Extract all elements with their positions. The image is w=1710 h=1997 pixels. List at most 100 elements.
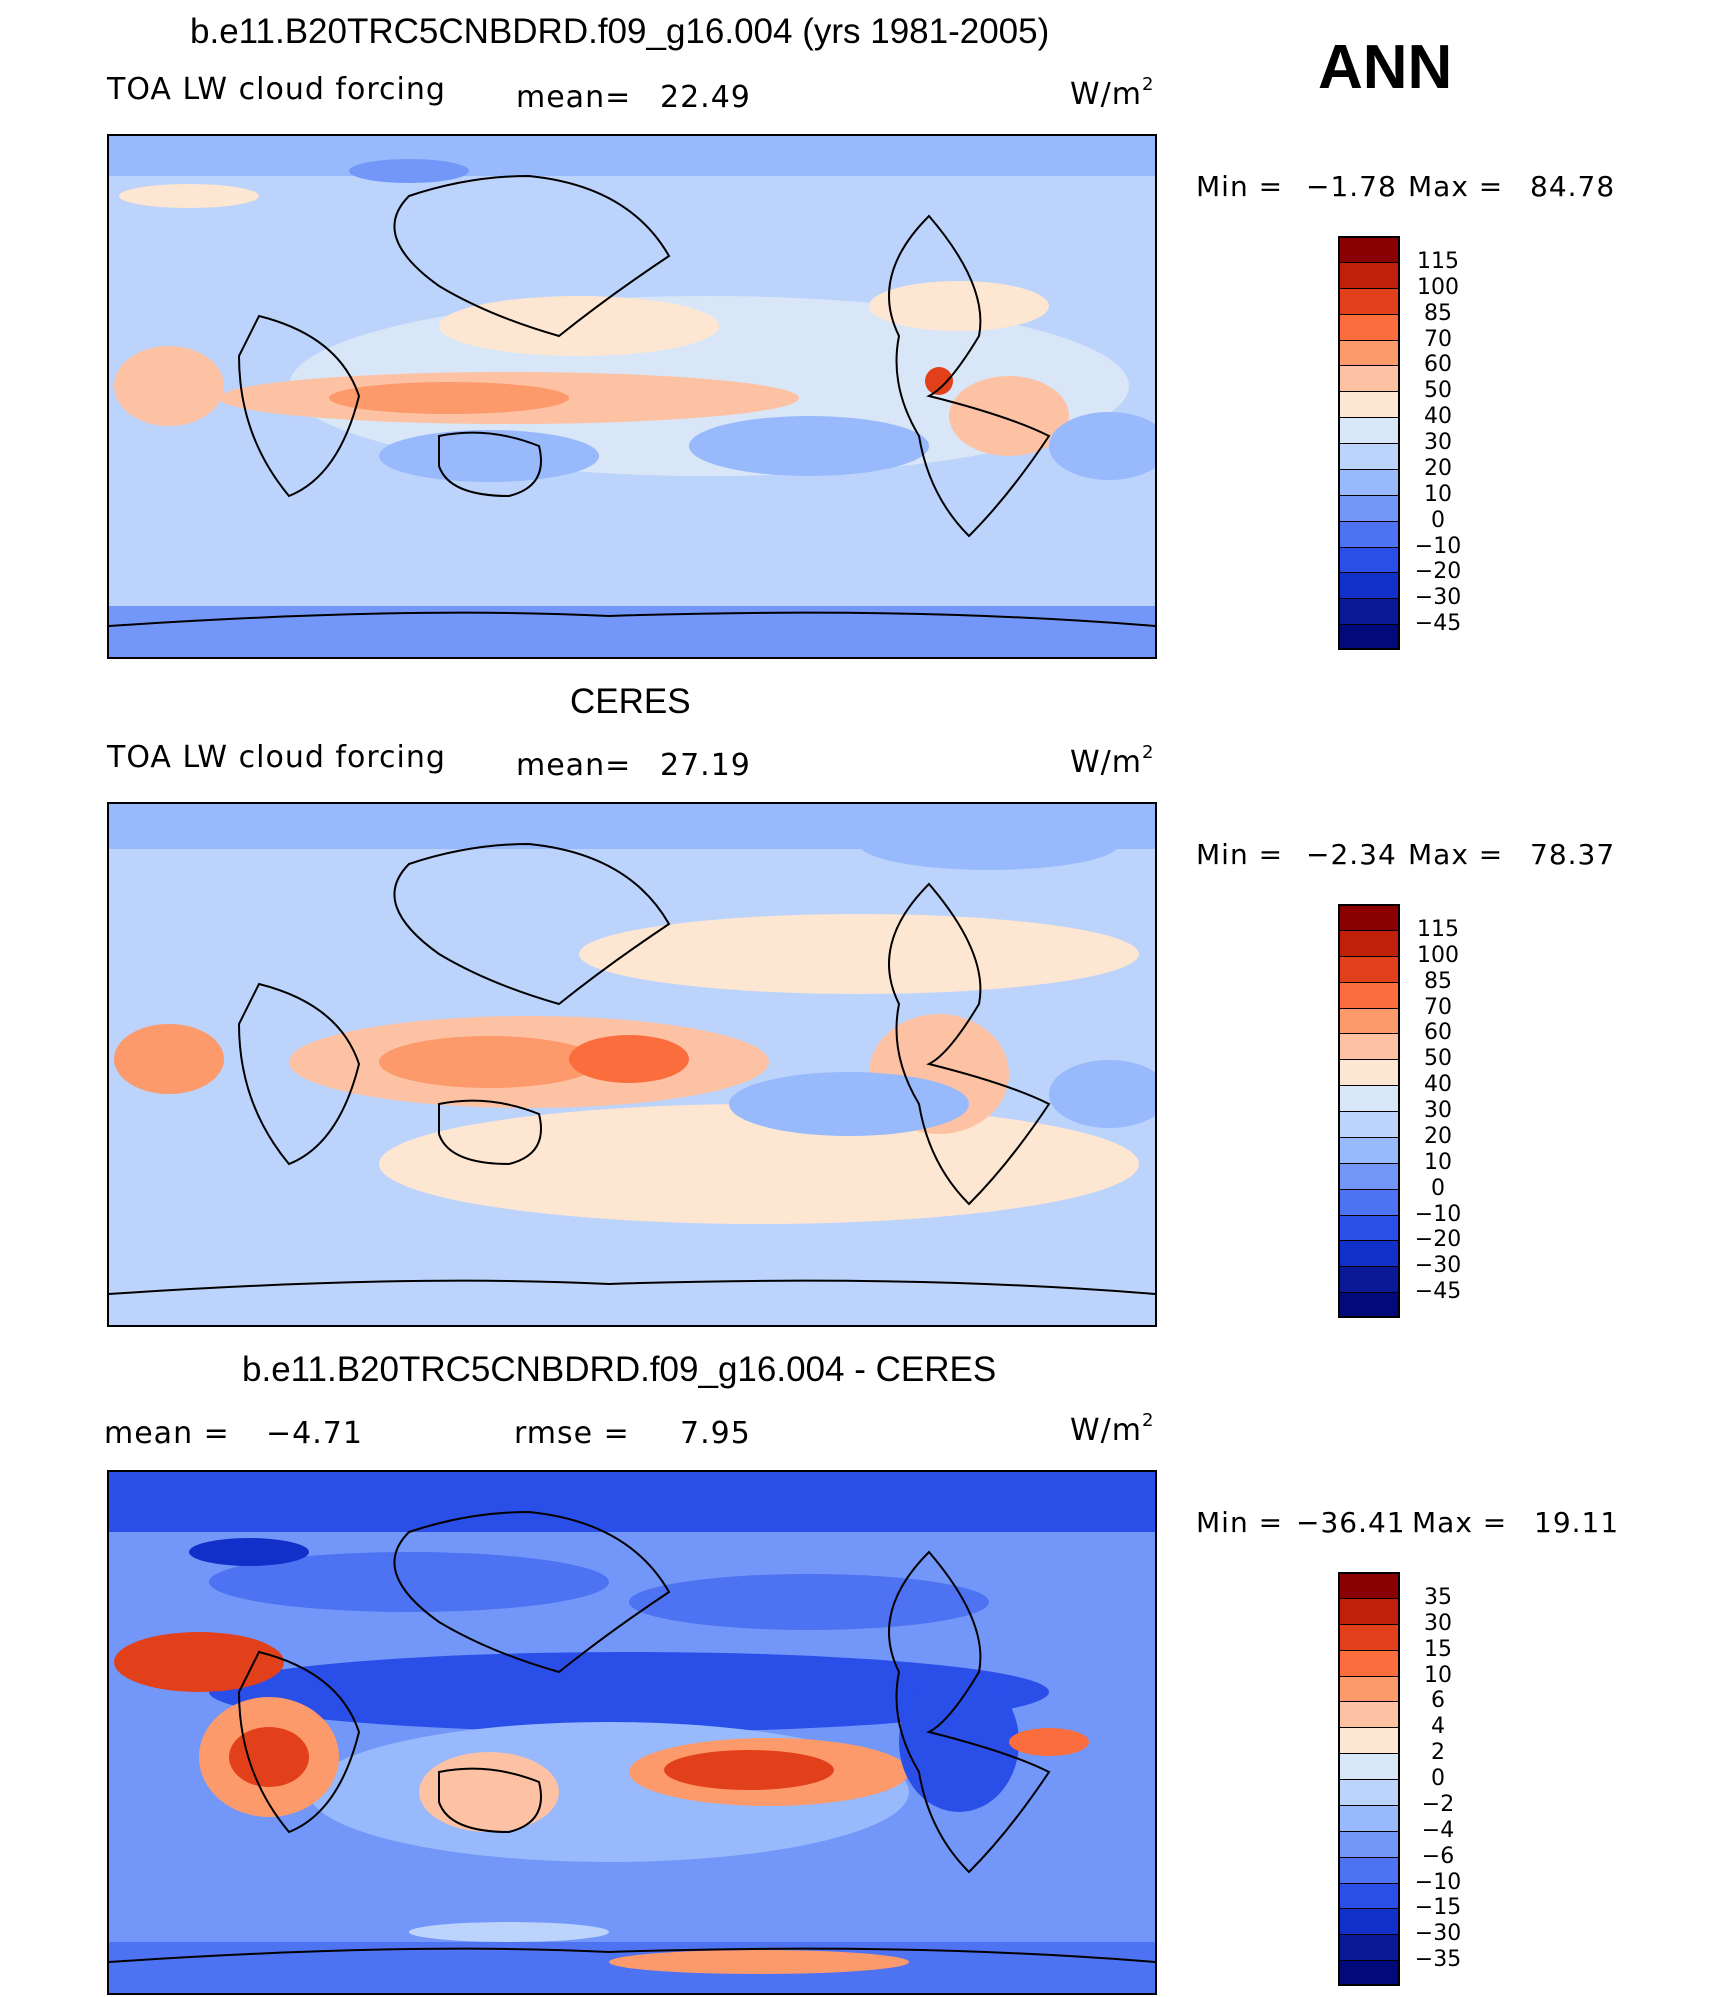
colorbar-outline bbox=[1338, 236, 1400, 650]
panel3-colorbar: 35 30 15 10 6 4 2 0 −2 −4 −6 −10 −15 −30 −35 bbox=[1338, 1572, 1461, 1986]
panel1-min-value: −1.78 bbox=[1306, 170, 1397, 203]
panel1-mean-value: 22.49 bbox=[660, 80, 751, 115]
panel3-max-value: 19.11 bbox=[1534, 1506, 1620, 1539]
colorbar-segment bbox=[1338, 417, 1400, 443]
panel3-max-label: Max = bbox=[1412, 1506, 1508, 1539]
panel3-title: b.e11.B20TRC5CNBDRD.f09_g16.004 - CERES bbox=[242, 1350, 997, 1389]
colorbar-segment bbox=[1338, 546, 1400, 573]
panel1-units: W/m2 bbox=[1070, 74, 1155, 112]
colorbar-segment bbox=[1338, 1033, 1400, 1060]
colorbar-tick-label: 0 bbox=[1431, 507, 1445, 533]
panel3-min-value: −36.41 bbox=[1296, 1506, 1406, 1539]
colorbar-tick-label: −10 bbox=[1414, 533, 1462, 559]
colorbar-tick-label: 15 bbox=[1424, 1636, 1452, 1662]
colorbar-tick-label: −10 bbox=[1414, 1201, 1462, 1227]
panel2-mean-value: 27.19 bbox=[660, 748, 751, 783]
colorbar-tick-label: 85 bbox=[1424, 968, 1452, 994]
colorbar-tick-label: −20 bbox=[1414, 1227, 1462, 1253]
colorbar-tick-label: 40 bbox=[1424, 1072, 1452, 1098]
colorbar-segment bbox=[1338, 1572, 1400, 1598]
colorbar-tick-label: 30 bbox=[1424, 1098, 1452, 1123]
panel3-mean-value: −4.71 bbox=[266, 1416, 363, 1451]
colorbar-tick-label: 20 bbox=[1424, 1123, 1452, 1149]
colorbar-segment bbox=[1338, 365, 1400, 392]
colorbar-segment bbox=[1338, 1623, 1400, 1650]
colorbar-segment bbox=[1338, 1649, 1400, 1676]
colorbar-tick-label: 70 bbox=[1424, 994, 1452, 1020]
colorbar-tick-label: −30 bbox=[1414, 585, 1462, 611]
colorbar-segment bbox=[1338, 1856, 1400, 1883]
colorbar-tick-label: 0 bbox=[1431, 1766, 1445, 1791]
colorbar-segment bbox=[1338, 955, 1400, 982]
colorbar-tick-label: 20 bbox=[1424, 455, 1452, 481]
colorbar-segment bbox=[1338, 1701, 1400, 1728]
colorbar-outline bbox=[1338, 1572, 1400, 1986]
panel3-min-label: Min = bbox=[1196, 1506, 1284, 1539]
colorbar-segment bbox=[1338, 598, 1400, 625]
colorbar-segment bbox=[1338, 1188, 1400, 1215]
colorbar-tick-label: −15 bbox=[1414, 1895, 1462, 1921]
colorbar-segment bbox=[1338, 443, 1400, 469]
panel1-max-label: Max = bbox=[1408, 170, 1504, 203]
colorbar-segment bbox=[1338, 1292, 1400, 1318]
panel2-title: CERES bbox=[570, 682, 691, 721]
colorbar-segment bbox=[1338, 1111, 1400, 1137]
colorbar-tick-label: 85 bbox=[1424, 300, 1452, 326]
colorbar-tick-label: 115 bbox=[1417, 248, 1459, 274]
colorbar-segment bbox=[1338, 287, 1400, 314]
colorbar-segment bbox=[1338, 1830, 1400, 1857]
colorbar-tick-label: 50 bbox=[1424, 1046, 1452, 1072]
colorbar-segment bbox=[1338, 1727, 1400, 1754]
panel2-units: W/m2 bbox=[1070, 742, 1155, 780]
colorbar-tick-label: 60 bbox=[1424, 352, 1452, 378]
colorbar-segment bbox=[1338, 981, 1400, 1008]
colorbar-segment bbox=[1338, 624, 1400, 650]
colorbar-segment bbox=[1338, 1214, 1400, 1241]
panel2-max-label: Max = bbox=[1408, 838, 1504, 871]
colorbar-segment bbox=[1338, 1960, 1400, 1986]
colorbar-tick-label: 30 bbox=[1424, 1610, 1452, 1636]
colorbar-tick-label: 100 bbox=[1417, 942, 1459, 968]
panel2-min-value: −2.34 bbox=[1306, 838, 1397, 871]
panel3-map bbox=[107, 1470, 1157, 1995]
panel1-mean-label: mean= bbox=[516, 80, 632, 115]
colorbar-tick-label: 60 bbox=[1424, 1020, 1452, 1046]
colorbar-segment bbox=[1338, 572, 1400, 599]
colorbar-tick-label: 10 bbox=[1424, 1662, 1452, 1688]
panel1-map bbox=[107, 134, 1157, 659]
colorbar-segment bbox=[1338, 313, 1400, 340]
colorbar-tick-label: 35 bbox=[1424, 1584, 1452, 1610]
panel2-colorbar: 115 100 85 70 60 50 40 30 20 10 0 −10 −20 −30 −45 bbox=[1338, 904, 1461, 1318]
panel1-title: b.e11.B20TRC5CNBDRD.f09_g16.004 (yrs 198… bbox=[190, 12, 1050, 51]
colorbar-tick-label: 40 bbox=[1424, 404, 1452, 430]
panel3-rmse-value: 7.95 bbox=[680, 1416, 751, 1451]
panel2-map bbox=[107, 802, 1157, 1327]
colorbar-tick-label: −30 bbox=[1414, 1921, 1462, 1947]
colorbar-segment bbox=[1338, 929, 1400, 956]
colorbar-tick-label: −10 bbox=[1414, 1869, 1462, 1895]
colorbar-segment bbox=[1338, 1007, 1400, 1034]
colorbar-segment bbox=[1338, 520, 1400, 547]
panel1-variable: TOA LW cloud forcing bbox=[107, 72, 446, 107]
colorbar-segment bbox=[1338, 1162, 1400, 1189]
panel3-units: W/m2 bbox=[1070, 1410, 1155, 1448]
panel3-rmse-label: rmse = bbox=[514, 1416, 630, 1451]
colorbar-tick-label: 6 bbox=[1431, 1688, 1445, 1714]
colorbar-segment bbox=[1338, 1266, 1400, 1293]
colorbar-tick-label: −30 bbox=[1414, 1253, 1462, 1279]
colorbar-segment bbox=[1338, 1908, 1400, 1935]
colorbar-tick-label: −20 bbox=[1414, 559, 1462, 585]
colorbar-tick-label: 100 bbox=[1417, 274, 1459, 300]
colorbar-segment bbox=[1338, 494, 1400, 521]
colorbar-segment bbox=[1338, 904, 1400, 930]
colorbar-segment bbox=[1338, 1804, 1400, 1831]
colorbar-outline bbox=[1338, 904, 1400, 1318]
colorbar-segment bbox=[1338, 339, 1400, 366]
colorbar-tick-label: 10 bbox=[1424, 481, 1452, 507]
colorbar-tick-label: −2 bbox=[1421, 1791, 1455, 1817]
colorbar-tick-label: −35 bbox=[1414, 1947, 1462, 1973]
colorbar-segment bbox=[1338, 261, 1400, 288]
colorbar-tick-label: −6 bbox=[1421, 1843, 1455, 1869]
panel2-map-svg bbox=[109, 804, 1155, 1325]
colorbar-segment bbox=[1338, 1779, 1400, 1805]
